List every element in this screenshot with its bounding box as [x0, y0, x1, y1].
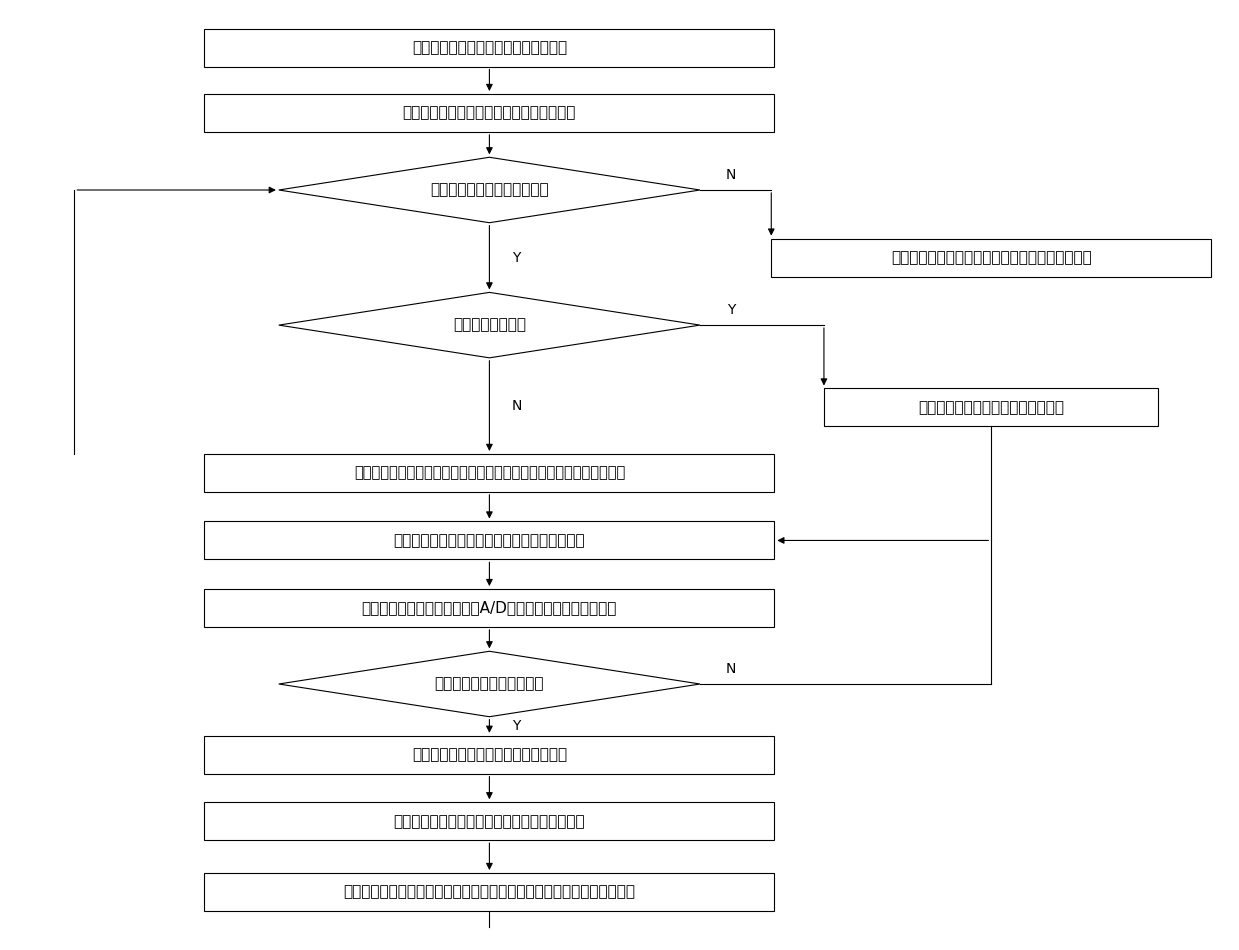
- Text: N: N: [726, 168, 736, 182]
- Text: Y: Y: [513, 719, 520, 733]
- FancyBboxPatch shape: [204, 522, 774, 560]
- Polygon shape: [279, 293, 700, 358]
- Text: 微处理器在有效信号时间内，输出脉宽编码脉冲: 微处理器在有效信号时间内，输出脉宽编码脉冲: [394, 814, 585, 828]
- Text: 信号采集电路采集探管编码的测量数据: 信号采集电路采集探管编码的测量数据: [411, 748, 567, 762]
- Text: 是否存在自激振荡: 是否存在自激振荡: [453, 317, 525, 332]
- FancyBboxPatch shape: [824, 389, 1158, 427]
- FancyBboxPatch shape: [204, 454, 774, 492]
- Text: Y: Y: [513, 251, 520, 264]
- Text: 微处理器接收采样数据，进行A/D转换和计算，存入存储电路: 微处理器接收采样数据，进行A/D转换和计算，存入存储电路: [362, 600, 617, 616]
- Text: 驱动电路驱动脉冲信号发生器产生压力脉冲，经钒井液传输至地面立管处: 驱动电路驱动脉冲信号发生器产生压力脉冲，经钒井液传输至地面立管处: [343, 884, 636, 900]
- FancyBboxPatch shape: [204, 589, 774, 627]
- Text: 电压、电流是否在阈值范围内: 电压、电流是否在阈值范围内: [430, 182, 549, 198]
- Text: 稳压电源无输出，智能钒井工具用电负载停止工作: 稳压电源无输出，智能钒井工具用电负载停止工作: [891, 250, 1092, 265]
- FancyBboxPatch shape: [204, 873, 774, 911]
- Text: 探管是否上传有效编码数据: 探管是否上传有效编码数据: [435, 676, 544, 692]
- Text: 稳压电源进行电能转换，输出稳定的直流电能，均流电路进行负载均衡: 稳压电源进行电能转换，输出稳定的直流电能，均流电路进行负载均衡: [354, 466, 624, 481]
- Text: N: N: [512, 399, 522, 413]
- FancyBboxPatch shape: [204, 94, 774, 132]
- Text: 泥浆涌轮发电机产生低频三相交流电能: 泥浆涌轮发电机产生低频三相交流电能: [411, 40, 567, 55]
- Text: 三相整流滤波电路进行全波整流、电容滤波: 三相整流滤波电路进行全波整流、电容滤波: [403, 105, 576, 121]
- FancyBboxPatch shape: [771, 238, 1211, 276]
- Text: N: N: [726, 662, 736, 676]
- Polygon shape: [279, 158, 700, 222]
- Text: Y: Y: [727, 303, 735, 317]
- FancyBboxPatch shape: [204, 28, 774, 66]
- Polygon shape: [279, 652, 700, 716]
- FancyBboxPatch shape: [204, 802, 774, 840]
- FancyBboxPatch shape: [204, 735, 774, 773]
- Text: 信号采集电路采样系统关键节点的电压、电流值: 信号采集电路采样系统关键节点的电压、电流值: [394, 533, 585, 548]
- Text: 消振电路工作，大功率电阔进行消振: 消振电路工作，大功率电阔进行消振: [918, 400, 1064, 415]
